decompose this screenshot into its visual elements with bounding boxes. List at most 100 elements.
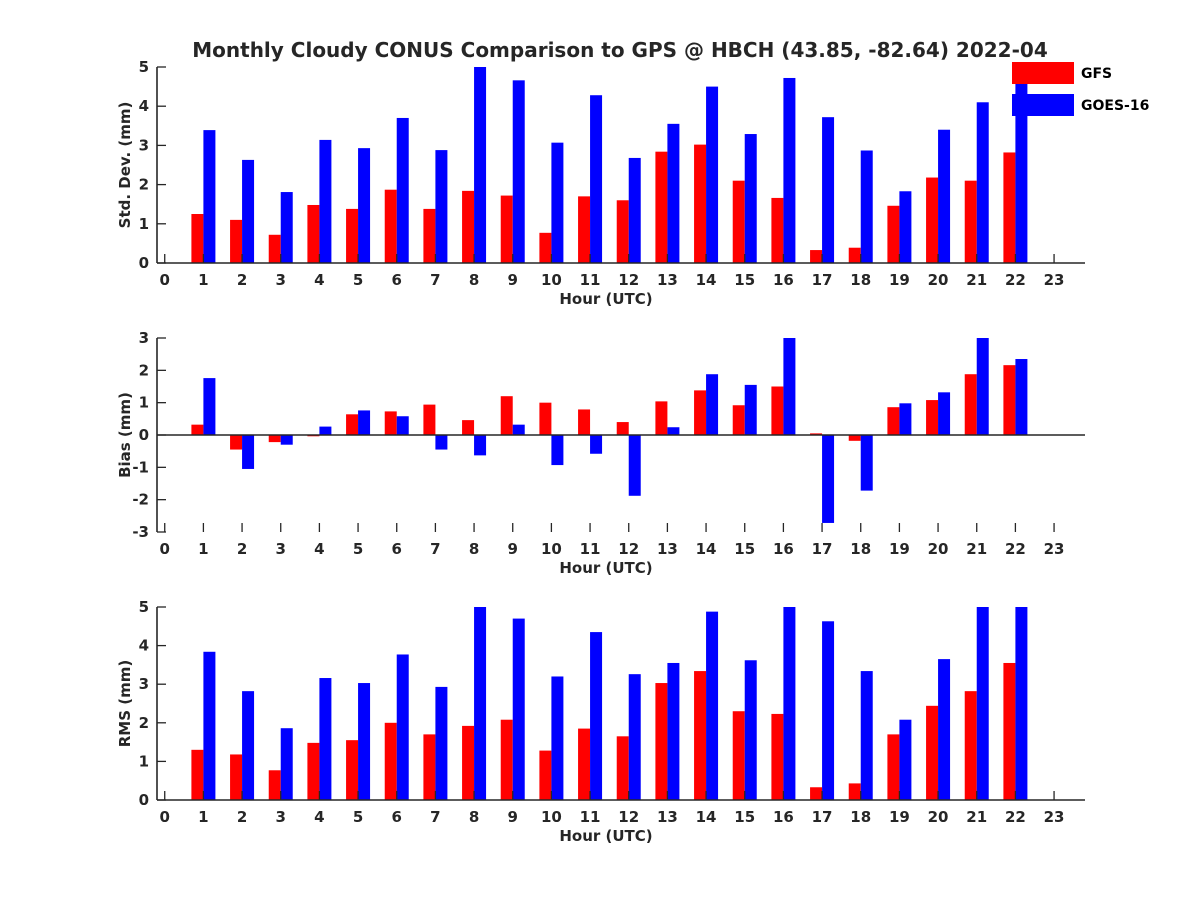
bar-goes16-hour-10: [551, 435, 564, 466]
bar-gfs-hour-11: [578, 728, 591, 800]
bar-gfs-hour-21: [964, 180, 977, 263]
y-tick-label: 3: [139, 675, 149, 693]
x-tick-label: 1: [198, 271, 208, 289]
bar-goes16-hour-17: [822, 621, 835, 800]
bar-gfs-hour-16: [771, 386, 784, 435]
bar-goes16-hour-17: [822, 117, 835, 264]
bar-goes16-hour-14: [706, 611, 719, 800]
bar-gfs-hour-1: [191, 214, 204, 263]
bar-goes16-hour-18: [860, 671, 873, 800]
x-tick-label: 6: [392, 808, 402, 826]
bar-gfs-hour-14: [694, 144, 707, 263]
x-tick-label: 8: [469, 540, 479, 558]
bar-gfs-hour-7: [423, 404, 436, 435]
bar-gfs-hour-13: [655, 683, 668, 800]
y-tick-label: 4: [139, 637, 149, 655]
bar-goes16-hour-8: [474, 435, 487, 456]
bar-gfs-hour-9: [500, 396, 513, 435]
panel-1: 0 1 2 3 4 5 6 7 8 9 10 11 12 13 14 15 16 17 18 19 20 21 22 2301…: [116, 58, 1085, 308]
bar-gfs-hour-6: [384, 722, 397, 800]
x-tick-label: 23: [1044, 540, 1065, 558]
legend-swatch-goes16: [1012, 94, 1074, 116]
bar-gfs-hour-8: [462, 190, 475, 263]
bar-gfs-hour-17: [810, 433, 823, 435]
legend-swatch-gfs: [1012, 62, 1074, 84]
bar-goes16-hour-7: [435, 150, 448, 263]
x-axis-label: Hour (UTC): [559, 290, 652, 308]
x-tick-label: 10: [541, 540, 562, 558]
x-tick-label: 3: [276, 808, 286, 826]
x-tick-label: 14: [696, 271, 717, 289]
bar-gfs-hour-22: [1003, 662, 1016, 800]
x-tick-label: 22: [1005, 540, 1026, 558]
x-tick-label: 20: [928, 808, 949, 826]
y-axis-label: RMS (mm): [116, 660, 134, 747]
chart-title: Monthly Cloudy CONUS Comparison to GPS @…: [192, 38, 1047, 62]
bar-goes16-hour-10: [551, 676, 564, 800]
x-tick-label: 21: [966, 808, 987, 826]
bar-gfs-hour-10: [539, 402, 552, 435]
bar-goes16-hour-7: [435, 435, 448, 450]
bar-goes16-hour-16: [783, 607, 796, 800]
bar-gfs-hour-8: [462, 420, 475, 435]
bar-goes16-hour-22: [1015, 359, 1028, 435]
bar-goes16-hour-6: [396, 117, 409, 264]
bar-gfs-hour-21: [964, 374, 977, 435]
bar-goes16-hour-15: [744, 660, 757, 800]
x-tick-label: 23: [1044, 271, 1065, 289]
x-tick-label: 17: [812, 271, 833, 289]
bar-gfs-hour-17: [810, 787, 823, 800]
bar-gfs-hour-20: [926, 177, 939, 263]
x-tick-label: 7: [430, 540, 440, 558]
bar-goes16-hour-13: [667, 662, 680, 800]
bar-gfs-hour-7: [423, 208, 436, 263]
x-tick-label: 18: [850, 808, 871, 826]
x-tick-label: 19: [889, 540, 910, 558]
bar-gfs-hour-5: [346, 740, 359, 800]
y-tick-label: 2: [139, 361, 149, 379]
bar-gfs-hour-12: [616, 200, 629, 263]
bar-gfs-hour-21: [964, 691, 977, 800]
x-tick-label: 9: [508, 808, 518, 826]
x-tick-label: 0: [160, 808, 170, 826]
x-tick-label: 11: [580, 540, 601, 558]
x-tick-label: 18: [850, 271, 871, 289]
x-tick-label: 7: [430, 808, 440, 826]
bar-gfs-hour-18: [848, 783, 861, 800]
bar-goes16-hour-4: [319, 678, 332, 800]
bar-goes16-hour-8: [474, 607, 487, 800]
bar-goes16-hour-21: [976, 102, 989, 263]
bar-gfs-hour-13: [655, 151, 668, 263]
bar-gfs-hour-10: [539, 750, 552, 800]
bar-gfs-hour-22: [1003, 365, 1016, 435]
bar-gfs-hour-12: [616, 422, 629, 435]
x-tick-label: 0: [160, 540, 170, 558]
bar-gfs-hour-6: [384, 411, 397, 435]
x-axis-label: Hour (UTC): [559, 559, 652, 577]
bar-goes16-hour-4: [319, 426, 332, 435]
legend-label-goes16: GOES-16: [1081, 98, 1149, 114]
bar-gfs-hour-3: [268, 435, 281, 443]
bar-goes16-hour-1: [203, 378, 216, 435]
bar-goes16-hour-11: [590, 632, 603, 800]
bar-gfs-hour-7: [423, 734, 436, 800]
bar-gfs-hour-14: [694, 671, 707, 800]
x-tick-label: 22: [1005, 271, 1026, 289]
bar-gfs-hour-11: [578, 196, 591, 263]
x-tick-label: 4: [314, 540, 324, 558]
bar-gfs-hour-14: [694, 390, 707, 435]
y-tick-label: 2: [139, 176, 149, 194]
x-tick-label: 0: [160, 271, 170, 289]
bar-goes16-hour-20: [938, 392, 951, 435]
bar-gfs-hour-8: [462, 725, 475, 800]
bar-goes16-hour-5: [358, 410, 371, 435]
bar-gfs-hour-18: [848, 247, 861, 263]
y-tick-label: 0: [139, 254, 149, 272]
bar-goes16-hour-18: [860, 150, 873, 263]
x-tick-label: 16: [773, 271, 794, 289]
x-tick-label: 1: [198, 540, 208, 558]
x-tick-label: 5: [353, 271, 363, 289]
bar-gfs-hour-9: [500, 719, 513, 800]
x-tick-label: 2: [237, 271, 247, 289]
bar-goes16-hour-2: [242, 691, 255, 800]
